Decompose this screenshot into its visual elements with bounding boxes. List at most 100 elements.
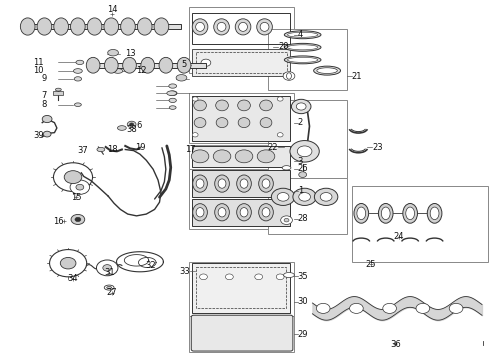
Ellipse shape	[217, 22, 226, 31]
Ellipse shape	[159, 57, 173, 73]
Circle shape	[75, 217, 81, 222]
Ellipse shape	[284, 31, 321, 39]
Circle shape	[383, 303, 396, 314]
Bar	[189, 145, 294, 168]
Ellipse shape	[215, 204, 229, 221]
Ellipse shape	[216, 118, 228, 128]
Ellipse shape	[169, 84, 176, 88]
Ellipse shape	[141, 57, 154, 73]
Text: 22: 22	[268, 143, 278, 152]
Bar	[269, 100, 346, 178]
Ellipse shape	[239, 22, 247, 31]
Circle shape	[49, 249, 87, 277]
Bar	[23, 24, 181, 30]
Ellipse shape	[262, 208, 270, 217]
Ellipse shape	[193, 175, 207, 192]
Ellipse shape	[357, 207, 366, 220]
Ellipse shape	[193, 204, 207, 221]
Ellipse shape	[288, 32, 318, 37]
Circle shape	[60, 257, 76, 269]
Ellipse shape	[257, 19, 272, 35]
Bar	[192, 96, 290, 141]
Text: 37: 37	[77, 146, 88, 155]
Circle shape	[277, 97, 283, 101]
Ellipse shape	[284, 56, 321, 64]
Ellipse shape	[240, 208, 248, 217]
Ellipse shape	[260, 100, 272, 111]
Bar	[269, 178, 346, 234]
Circle shape	[191, 150, 209, 163]
Ellipse shape	[284, 43, 321, 51]
Ellipse shape	[235, 19, 251, 35]
Ellipse shape	[87, 18, 102, 35]
Ellipse shape	[104, 18, 119, 35]
Text: 14: 14	[107, 5, 117, 14]
Ellipse shape	[104, 57, 118, 73]
Text: 6: 6	[137, 121, 142, 130]
Ellipse shape	[74, 77, 81, 81]
Text: 4: 4	[298, 30, 303, 39]
Circle shape	[317, 303, 330, 314]
Bar	[88, 63, 206, 68]
Ellipse shape	[194, 100, 206, 111]
Ellipse shape	[288, 57, 318, 62]
Text: 3: 3	[298, 157, 303, 166]
Ellipse shape	[287, 73, 292, 79]
Ellipse shape	[196, 179, 204, 188]
Text: 19: 19	[135, 143, 146, 152]
Circle shape	[315, 188, 338, 206]
Text: 34: 34	[68, 274, 78, 283]
Circle shape	[76, 184, 84, 190]
Circle shape	[53, 163, 93, 192]
Ellipse shape	[403, 203, 417, 223]
Text: 18: 18	[107, 145, 118, 154]
Ellipse shape	[240, 179, 248, 188]
Circle shape	[271, 188, 295, 206]
Text: 29: 29	[298, 330, 308, 339]
Circle shape	[277, 133, 283, 137]
Circle shape	[97, 260, 118, 276]
Circle shape	[199, 274, 207, 280]
Bar	[189, 93, 294, 143]
Ellipse shape	[237, 204, 251, 221]
Ellipse shape	[218, 208, 226, 217]
Text: 12: 12	[137, 67, 147, 76]
Text: 2: 2	[298, 118, 303, 127]
Circle shape	[235, 150, 253, 163]
Text: 31: 31	[104, 268, 115, 277]
Bar	[192, 13, 290, 44]
Text: 17: 17	[185, 145, 196, 154]
Ellipse shape	[284, 273, 294, 278]
Ellipse shape	[314, 66, 341, 75]
Circle shape	[276, 274, 284, 280]
Circle shape	[64, 171, 82, 184]
Ellipse shape	[177, 57, 191, 73]
Circle shape	[255, 274, 263, 280]
Text: 23: 23	[372, 143, 383, 152]
Text: 26: 26	[298, 164, 308, 173]
Text: 25: 25	[366, 260, 376, 269]
Bar	[192, 263, 290, 313]
Circle shape	[71, 215, 85, 225]
Circle shape	[293, 188, 317, 206]
Circle shape	[42, 116, 52, 123]
Circle shape	[296, 103, 306, 110]
Ellipse shape	[282, 166, 291, 170]
Text: 35: 35	[298, 271, 308, 280]
Ellipse shape	[406, 207, 415, 220]
Text: 38: 38	[127, 125, 138, 134]
Text: 10: 10	[33, 67, 44, 76]
Ellipse shape	[118, 126, 126, 130]
Ellipse shape	[168, 91, 177, 95]
Ellipse shape	[288, 45, 318, 50]
Ellipse shape	[427, 203, 442, 223]
Circle shape	[213, 150, 231, 163]
Ellipse shape	[97, 147, 105, 152]
Circle shape	[103, 265, 112, 271]
Ellipse shape	[74, 103, 81, 107]
Ellipse shape	[37, 18, 52, 35]
Ellipse shape	[381, 207, 390, 220]
Circle shape	[320, 193, 332, 201]
Bar	[196, 267, 286, 308]
Circle shape	[70, 180, 90, 194]
